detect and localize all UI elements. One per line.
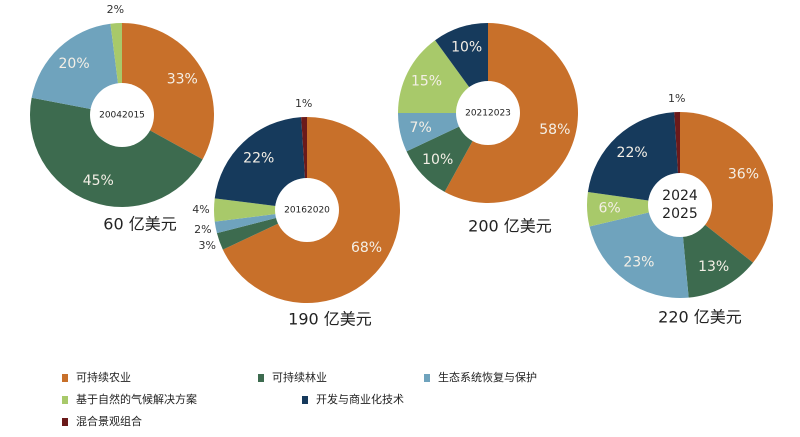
- slice: [214, 117, 307, 210]
- data-label: 6%: [598, 200, 620, 216]
- data-label: 1%: [668, 92, 685, 105]
- data-label: 23%: [623, 254, 654, 270]
- total-label: 200 亿美元: [468, 217, 552, 236]
- data-label: 15%: [411, 74, 442, 90]
- data-label: 10%: [422, 152, 453, 168]
- data-label: 22%: [243, 151, 274, 167]
- slice: [587, 112, 680, 205]
- legend-swatch: [62, 418, 68, 426]
- data-label: 22%: [617, 145, 648, 161]
- slice: [30, 97, 203, 207]
- data-label: 33%: [167, 71, 198, 87]
- data-label: 4%: [192, 203, 209, 216]
- center-label: 20212023: [465, 109, 511, 119]
- data-label: 58%: [539, 122, 570, 138]
- legend-label: 混合景观组合: [76, 414, 142, 428]
- slice: [214, 198, 307, 222]
- donut-hole: [90, 83, 154, 147]
- legend-label: 可持续林业: [272, 370, 327, 384]
- donut-hole: [275, 178, 339, 242]
- data-label: 7%: [410, 120, 432, 136]
- legend-swatch: [62, 396, 68, 404]
- legend-label: 基于自然的气候解决方案: [76, 392, 197, 406]
- data-label: 2%: [194, 223, 211, 236]
- total-label: 220 亿美元: [658, 308, 742, 327]
- data-label: 3%: [199, 239, 216, 252]
- data-label: 13%: [698, 259, 729, 275]
- center-label: 20162020: [284, 206, 330, 216]
- slice: [587, 192, 680, 227]
- slice: [680, 112, 774, 263]
- slice: [31, 23, 122, 115]
- legend-label: 生态系统恢复与保护: [438, 370, 537, 384]
- data-label: 36%: [728, 166, 759, 182]
- center-label: 20042015: [99, 111, 145, 121]
- data-label: 20%: [59, 56, 90, 72]
- center-label: 2025: [662, 206, 698, 222]
- data-label: 68%: [351, 240, 382, 256]
- data-label: 1%: [295, 97, 312, 110]
- data-label: 45%: [83, 173, 114, 189]
- legend-label: 可持续农业: [76, 370, 131, 384]
- total-label: 60 亿美元: [103, 215, 176, 234]
- legend-swatch: [302, 396, 308, 404]
- legend-label: 开发与商业化技术: [316, 392, 404, 406]
- donut-hole: [456, 81, 520, 145]
- total-label: 190 亿美元: [288, 310, 372, 329]
- legend-swatch: [424, 374, 430, 382]
- legend-swatch: [62, 374, 68, 382]
- center-label: 2024: [662, 188, 698, 204]
- legend-swatch: [258, 374, 264, 382]
- donut-hole: [648, 173, 712, 237]
- data-label: 10%: [451, 39, 482, 55]
- data-label: 2%: [107, 3, 124, 16]
